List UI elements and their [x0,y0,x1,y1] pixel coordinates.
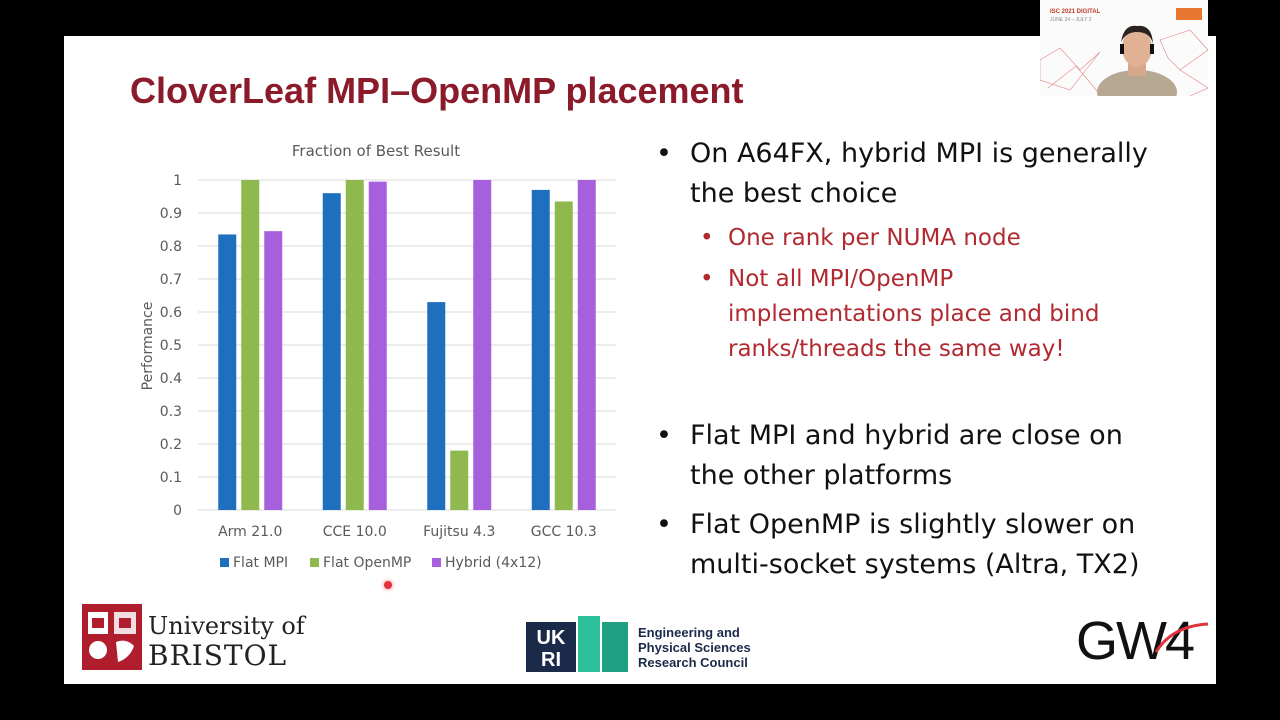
bullet-marker: • [656,138,672,169]
sub-bullet-1: • One rank per NUMA node [700,221,1021,256]
sub-bullet-1-text: One rank per NUMA node [728,225,1021,251]
bullet-marker: • [656,509,672,540]
chart: Fraction of Best Result 0 0.1 0.2 0.3 0.4 0.5… [140,142,616,571]
bar [322,193,341,510]
bristol-crest-logo [82,604,142,670]
x-tick-label: CCE 10.0 [323,524,387,540]
bullet-marker: • [656,420,672,451]
y-tick-label: 0.4 [160,371,182,387]
y-axis-ticks: 0 0.1 0.2 0.3 0.4 0.5 0.6 0.7 0.8 0.9 1 [160,173,182,519]
y-tick-label: 0 [173,503,182,519]
chart-title: Fraction of Best Result [292,142,460,160]
sub-bullet-2: • Not all MPI/OpenMP implementations pla… [700,262,1099,367]
epsrc-wordmark: Engineering and Physical Sciences Resear… [638,625,751,670]
y-axis-label: Performance [140,302,156,391]
slide-title: CloverLeaf MPI–OpenMP placement [130,70,744,111]
epsrc-line1: Engineering and [638,625,740,640]
bristol-wordmark: University of BRISTOL [148,612,305,672]
legend-swatch [220,558,229,567]
legend-swatch [310,558,319,567]
chart-legend: Flat MPI Flat OpenMP Hybrid (4x12) [220,555,542,571]
webcam-overlay: ISC 2021 DIGITAL JUNE 24 – JULY 2 [1040,0,1208,96]
y-tick-label: 0.5 [160,338,182,354]
bar [531,189,550,510]
y-tick-label: 0.3 [160,404,182,420]
sub-bullet-marker: • [700,266,714,292]
bar [473,180,492,510]
bar [264,231,283,510]
bullet-2-line2: the other platforms [690,460,953,491]
x-tick-label: GCC 10.3 [531,524,597,540]
bristol-line1: University of [148,612,305,640]
ukri-logo: UK RI [526,616,628,672]
sub-bullet-marker: • [700,225,714,251]
bullet-3-line2: multi-socket systems (Altra, TX2) [690,549,1140,580]
webcam-event-dates: JUNE 24 – JULY 2 [1050,17,1092,23]
bar [450,450,469,510]
legend-swatch [432,558,441,567]
bar [577,180,596,510]
y-tick-label: 0.7 [160,272,182,288]
x-axis-ticks: Arm 21.0 CCE 10.0 Fujitsu 4.3 GCC 10.3 [218,524,597,540]
y-tick-label: 0.1 [160,470,182,486]
x-tick-label: Fujitsu 4.3 [423,524,495,540]
ukri-line2: RI [541,649,561,671]
y-tick-label: 0.2 [160,437,182,453]
bristol-line2: BRISTOL [148,639,288,672]
laser-pointer [384,581,392,589]
chart-bars [218,180,596,510]
bullet-1-line2: the best choice [690,178,898,209]
webcam-background [1040,0,1208,96]
x-tick-label: Arm 21.0 [218,524,282,540]
legend-label: Flat OpenMP [323,555,411,571]
sub-bullet-2-line3: ranks/threads the same way! [728,336,1065,362]
gw4-swoosh-icon [1154,622,1209,653]
bullet-3: • Flat OpenMP is slightly slower on mult… [656,505,1140,585]
epsrc-line2: Physical Sciences [638,640,751,655]
bar [218,234,237,510]
y-tick-label: 1 [173,173,182,189]
legend-label: Hybrid (4x12) [445,555,542,571]
bar [368,181,387,510]
y-tick-label: 0.8 [160,239,182,255]
legend-label: Flat MPI [233,555,288,571]
bar [241,180,260,510]
slide: CloverLeaf MPI–OpenMP placement Fraction… [64,36,1216,684]
sub-bullet-2-line2: implementations place and bind [728,301,1100,327]
ukri-line1: UK [537,627,566,649]
bullet-2: • Flat MPI and hybrid are close on the o… [656,416,1123,496]
chart-gridlines [198,179,616,511]
bullet-2-line1: Flat MPI and hybrid are close on [690,420,1123,451]
bullet-1-line1: On A64FX, hybrid MPI is generally [690,138,1148,169]
y-tick-label: 0.6 [160,305,182,321]
bar [554,201,573,510]
bar [345,180,364,510]
webcam-event-title: ISC 2021 DIGITAL [1050,9,1101,15]
sub-bullet-2-line1: Not all MPI/OpenMP [728,266,954,292]
bullet-1: • On A64FX, hybrid MPI is generally the … [656,134,1148,214]
y-tick-label: 0.9 [160,206,182,222]
bullet-3-line1: Flat OpenMP is slightly slower on [690,509,1136,540]
epsrc-line3: Research Council [638,655,748,670]
gw4-logo: GW4 [1076,611,1195,671]
bar [427,302,446,510]
